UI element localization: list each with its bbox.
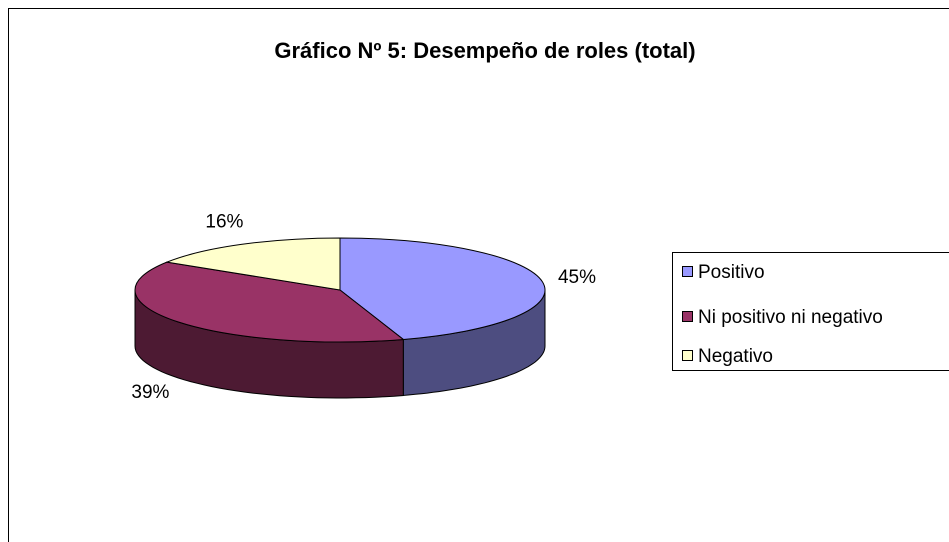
legend-swatch bbox=[682, 350, 693, 361]
data-label: 39% bbox=[131, 382, 169, 403]
legend-label: Positivo bbox=[698, 262, 765, 283]
pie-slice bbox=[165, 237, 341, 291]
pie-slice bbox=[339, 237, 546, 340]
legend-label: Ni positivo ni negativo bbox=[698, 307, 883, 328]
data-label: 16% bbox=[205, 212, 243, 233]
legend-box bbox=[672, 252, 949, 371]
chart-title: Gráfico Nº 5: Desempeño de roles (total) bbox=[274, 38, 695, 63]
legend-label: Negativo bbox=[698, 346, 773, 367]
data-label: 45% bbox=[558, 267, 596, 288]
legend-swatch bbox=[682, 311, 693, 322]
pie-slice bbox=[134, 261, 405, 343]
legend-swatch bbox=[682, 266, 693, 277]
